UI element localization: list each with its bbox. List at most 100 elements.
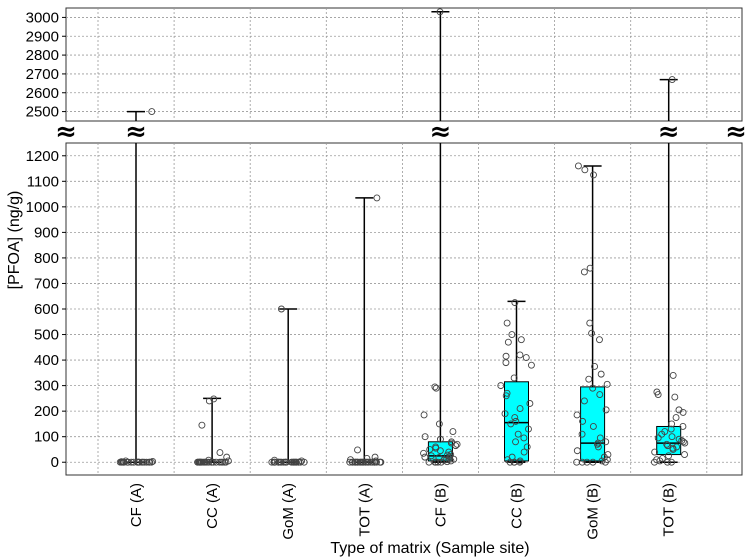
y-tick-label: 1100 (27, 173, 59, 190)
axis-break-mark: ≈ (55, 117, 77, 147)
data-point (357, 458, 365, 466)
axis-break-mark: ≈ (658, 117, 680, 147)
data-point (435, 454, 443, 462)
data-point (432, 384, 440, 392)
data-point (203, 458, 211, 466)
data-point (421, 453, 429, 461)
data-point (503, 389, 511, 397)
data-point (675, 406, 683, 414)
data-point (510, 374, 518, 382)
data-point (589, 384, 597, 392)
data-point (663, 440, 671, 448)
data-point (604, 451, 612, 459)
data-point (120, 458, 128, 466)
data-point (516, 405, 524, 413)
data-point (117, 458, 125, 466)
y-tick-label: 2900 (26, 28, 59, 45)
data-point (436, 435, 444, 443)
data-point (292, 458, 300, 466)
data-point (512, 438, 519, 446)
axis-break-mark: ≈ (125, 117, 147, 147)
data-point (212, 458, 220, 466)
data-point (287, 458, 295, 466)
axis-break-mask (126, 123, 146, 141)
data-point (668, 458, 675, 466)
data-point (501, 410, 509, 418)
data-point (347, 456, 354, 464)
data-point (149, 458, 157, 465)
data-point (597, 370, 605, 378)
data-point (574, 162, 582, 170)
data-point (371, 453, 379, 461)
data-point (224, 457, 232, 465)
data-point (296, 458, 304, 466)
data-point (668, 420, 676, 428)
data-point (497, 382, 505, 390)
data-point (502, 352, 510, 360)
data-point (210, 395, 218, 403)
data-point (148, 108, 156, 116)
data-point (122, 457, 130, 465)
data-point (668, 433, 676, 441)
data-point (517, 336, 525, 344)
data-point (449, 428, 457, 436)
plot-area (66, 8, 742, 475)
data-point (420, 449, 427, 457)
axis-break-mask (658, 123, 679, 141)
x-tick-label: GoM (A) (280, 483, 297, 540)
x-tick-label: GoM (B) (585, 483, 602, 540)
data-point (196, 458, 204, 466)
data-point (526, 400, 534, 407)
x-tick-label: TOT (B) (661, 483, 678, 537)
data-point (596, 336, 603, 344)
data-point (602, 406, 610, 414)
data-point (581, 166, 589, 174)
data-point (580, 268, 588, 276)
data-point (282, 458, 290, 466)
y-tick-label: 2600 (26, 85, 59, 102)
axis-break-mask (430, 123, 451, 141)
data-point (596, 391, 604, 399)
y-tick-label: 600 (34, 301, 59, 318)
data-point (511, 414, 519, 421)
axis-break-mask (726, 123, 746, 141)
data-point (653, 388, 661, 396)
data-point (444, 451, 451, 459)
data-point (370, 458, 378, 466)
data-point (671, 393, 679, 401)
data-point (586, 264, 594, 272)
y-tick-label: 700 (34, 275, 59, 292)
data-point (591, 363, 599, 370)
x-tick-label: TOT (A) (356, 483, 373, 537)
data-point (675, 435, 683, 443)
data-point (516, 351, 524, 359)
data-point (654, 434, 662, 442)
data-point (435, 420, 443, 428)
data-point (579, 417, 587, 425)
x-tick-label: CC (B) (509, 483, 526, 529)
y-tick-label: 1200 (26, 148, 59, 165)
y-tick-label: 100 (34, 429, 59, 446)
data-point (679, 423, 687, 430)
data-point (603, 380, 611, 388)
y-tick-label: 300 (34, 378, 59, 395)
y-tick-label: 2700 (26, 66, 59, 83)
data-point (363, 454, 371, 462)
data-point (216, 449, 224, 456)
x-tick-label: CF (A) (128, 483, 145, 527)
data-point (511, 299, 519, 307)
data-point (580, 397, 588, 405)
data-point (205, 458, 213, 466)
data-point (651, 448, 659, 456)
y-axis-lower: 0 100 200 300 400 500 600 700 800 900 1000 1100 1200 (26, 148, 66, 471)
data-point (205, 397, 213, 405)
data-point (271, 456, 278, 464)
x-tick-label: CC (A) (204, 483, 221, 529)
data-point (373, 194, 381, 202)
data-point (590, 171, 597, 179)
x-tick-labels: CF (A) CC (A) GoM (A) TOT (A) CF (B) CC (B) Go… (128, 483, 678, 540)
data-point (661, 428, 669, 436)
x-axis-title: Type of matrix (Sample site) (330, 540, 529, 557)
data-point (520, 448, 528, 456)
